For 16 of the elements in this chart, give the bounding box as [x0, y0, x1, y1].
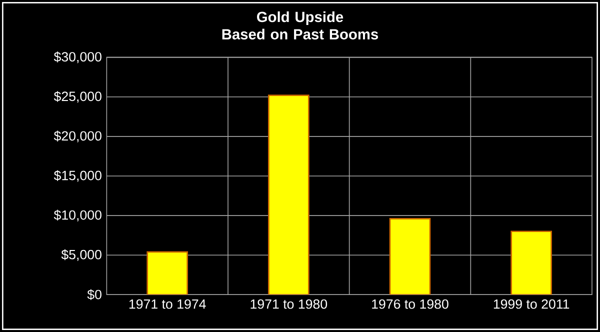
chart-title: Gold Upside Based on Past Booms: [222, 11, 378, 40]
y-tick-label: $30,000: [54, 52, 102, 64]
y-tick-label: $0: [87, 289, 102, 300]
x-tick-label: 1976 to 1980: [372, 299, 448, 309]
y-tick-label: $10,000: [54, 210, 102, 222]
x-tick-label: 1971 to 1974: [129, 299, 206, 309]
y-tick-label: $5,000: [61, 249, 102, 261]
bar: [146, 251, 188, 295]
x-tick-label: 1999 to 2011: [494, 299, 570, 309]
bar: [510, 230, 552, 295]
y-tick-label: $20,000: [54, 130, 102, 142]
y-tick-label: $25,000: [54, 91, 102, 103]
bar: [389, 218, 431, 295]
bar: [268, 94, 310, 295]
y-tick-label: $15,000: [54, 170, 102, 182]
x-tick-label: 1971 to 1980: [250, 299, 328, 309]
